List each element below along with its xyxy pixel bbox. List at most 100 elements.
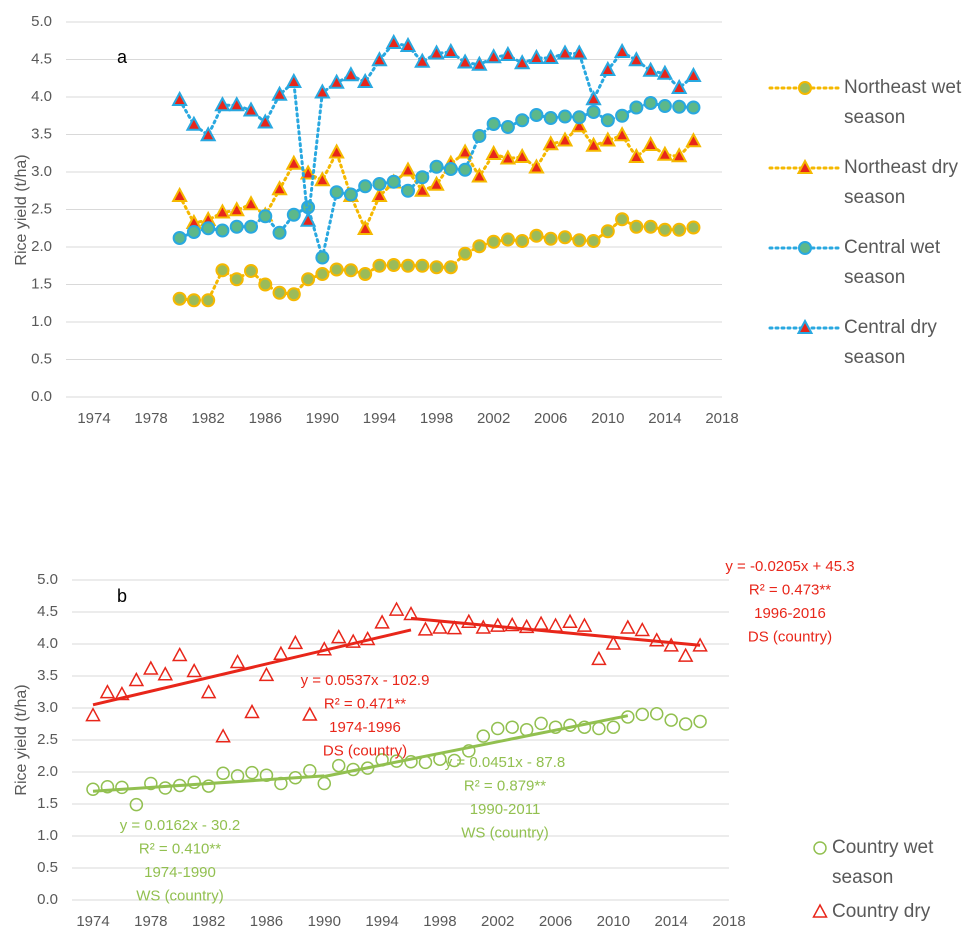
point [599,131,616,147]
point [229,653,246,669]
point [386,174,401,189]
point [315,267,330,281]
y-axis-title: Rice yield (t/ha) [13,684,30,795]
legend-label: Country wet season [832,837,934,888]
point [245,765,259,780]
point [114,685,130,701]
point [358,179,373,194]
point [499,149,517,165]
point [372,258,387,273]
point [115,780,129,795]
point [186,293,201,308]
point [643,96,658,110]
point [230,769,245,783]
point [286,287,301,302]
x-tick-label: 2006 [534,410,567,427]
y-tick-label: 2.5 [31,200,52,217]
point [418,755,433,770]
legend-marker [796,158,814,174]
point [485,144,502,160]
point [428,175,445,191]
x-tick-label: 1974 [76,913,109,930]
point [443,260,458,275]
point [331,758,346,773]
y-tick-label: 4.0 [31,88,52,105]
point [458,162,473,177]
y-tick-label: 2.5 [37,731,58,748]
legend-marker [813,841,827,855]
point [642,135,659,151]
x-tick-label: 1986 [250,913,283,930]
x-tick-label: 1978 [134,410,167,427]
point [328,143,345,159]
y-tick-label: 3.5 [37,667,58,684]
point [414,181,431,197]
point [385,33,402,49]
legend-marker [812,903,828,918]
point [599,60,616,76]
point [429,260,444,275]
point [375,753,389,767]
point [288,771,303,785]
point [485,48,502,64]
point [543,111,558,125]
point [342,66,360,82]
x-tick-label: 2010 [597,913,630,930]
point [642,61,659,77]
point [615,212,630,227]
point [663,637,679,652]
point [85,707,101,722]
point [303,763,317,778]
point [678,717,693,731]
y-tick-label: 2.0 [37,763,58,780]
point [572,233,587,248]
point [571,117,588,133]
y-tick-label: 4.0 [37,635,58,652]
point [215,728,231,743]
point [556,131,574,147]
point [635,707,650,722]
point [456,143,474,159]
point [471,55,488,71]
point [428,44,445,60]
point [271,85,288,101]
point [672,99,687,114]
point [475,619,492,634]
point [345,633,361,648]
annotation: DS (country) [748,628,832,645]
y-tick-label: 0.0 [31,388,52,405]
point [442,42,459,58]
point [371,51,388,67]
annotation: y = 0.0537x - 102.9 [301,672,430,689]
point [259,768,274,782]
point [200,126,217,142]
x-tick-label: 2002 [477,410,510,427]
point [258,666,275,682]
y-tick-label: 3.0 [37,699,58,716]
point [242,101,260,117]
point [399,36,417,52]
x-tick-label: 2014 [648,410,681,427]
point [686,220,701,235]
point [586,105,601,119]
point [563,718,577,733]
point [458,246,473,261]
series-line [178,217,695,302]
point [664,713,678,727]
point [314,83,331,99]
point [244,264,258,278]
point [629,219,644,234]
x-tick-label: 2006 [539,913,572,930]
y-tick-label: 1.5 [31,275,52,292]
point [600,113,615,128]
trendline [410,616,701,647]
point [443,162,458,176]
point [685,132,702,148]
point [330,629,347,644]
point [634,621,651,637]
point [629,100,644,115]
point [171,646,188,662]
x-tick-label: 1986 [249,410,282,427]
point [456,53,474,69]
